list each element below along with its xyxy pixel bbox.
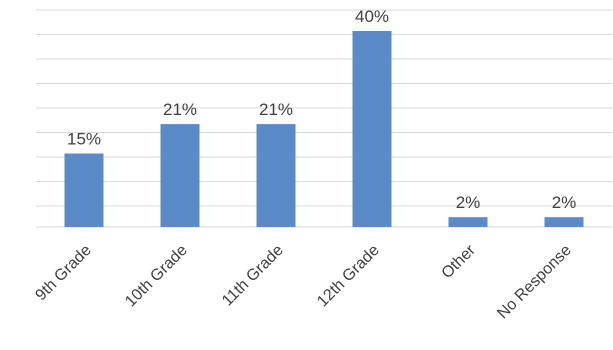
data-label: 2%: [552, 193, 577, 212]
gridlines: [36, 9, 612, 228]
x-tick-label: 10th Grade: [122, 242, 191, 311]
data-label: 21%: [163, 100, 197, 119]
data-label: 40%: [355, 7, 389, 26]
data-label: 21%: [259, 100, 293, 119]
bars: [64, 31, 584, 227]
data-labels: 15% 21% 21% 40% 2% 2%: [67, 7, 576, 212]
bar: [352, 31, 392, 227]
x-tick-label: No Response: [494, 242, 575, 323]
data-label: 2%: [456, 193, 481, 212]
bar: [544, 217, 584, 227]
x-tick-label: 12th Grade: [314, 242, 383, 311]
data-label: 15%: [67, 130, 101, 149]
x-axis-ticks: 9th Grade 10th Grade 11th Grade 12th Grade O…: [32, 241, 574, 322]
x-tick-label: 11th Grade: [219, 242, 287, 310]
bar: [256, 124, 296, 227]
x-tick-label: Other: [439, 241, 480, 282]
x-tick-label: 9th Grade: [32, 242, 94, 304]
bar: [64, 153, 104, 227]
bar: [160, 124, 200, 227]
bar: [448, 217, 488, 227]
